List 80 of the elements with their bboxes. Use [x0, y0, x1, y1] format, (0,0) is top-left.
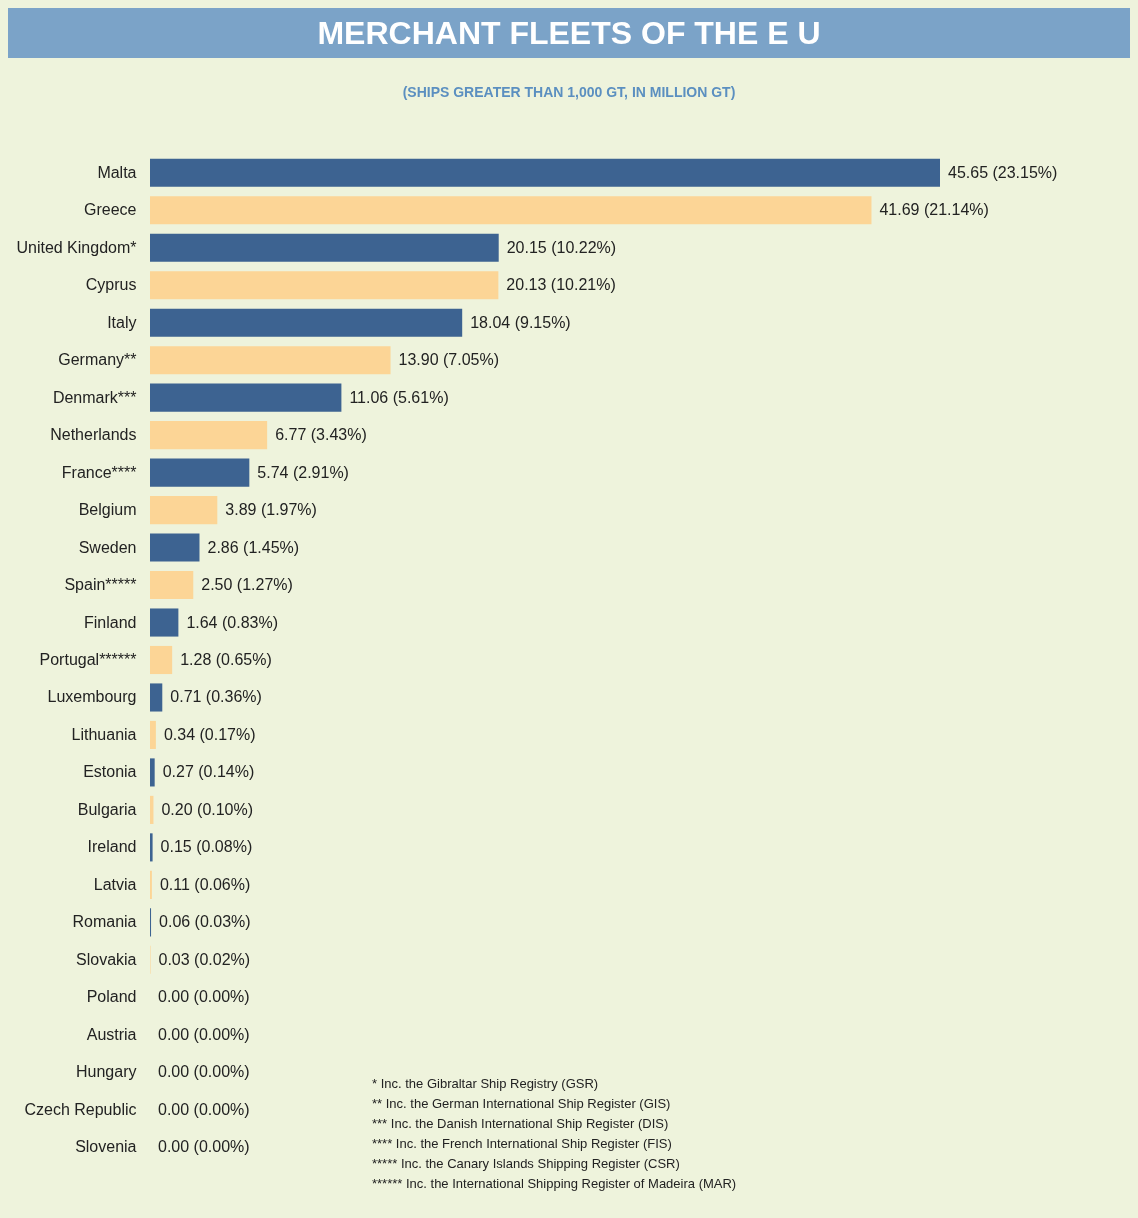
y-tick-label: Latvia — [93, 875, 137, 893]
bar — [150, 833, 153, 862]
data-label: 0.00 (0.00%) — [158, 988, 250, 1006]
y-tick-label: Slovenia — [75, 1138, 137, 1156]
data-label: 0.11 (0.06%) — [159, 875, 251, 893]
data-label: 2.86 (1.45%) — [207, 538, 300, 556]
y-tick-label: Czech Republic — [24, 1100, 137, 1118]
bar — [150, 720, 156, 750]
data-label: 18.04 (9.15%) — [470, 313, 571, 331]
y-tick-label: Denmark*** — [52, 388, 137, 406]
data-label: 3.89 (1.97%) — [225, 501, 317, 519]
y-tick-label: Austria — [86, 1025, 137, 1043]
y-tick-label: United Kingdom* — [16, 238, 137, 256]
bar — [150, 383, 342, 412]
data-label: 0.00 (0.00%) — [158, 1063, 250, 1081]
data-label: 13.90 (7.05%) — [398, 351, 500, 369]
y-tick-label: France**** — [61, 463, 137, 481]
y-tick-label: Hungary — [76, 1063, 137, 1081]
data-label: 0.27 (0.14%) — [162, 763, 255, 781]
data-label: 0.06 (0.03%) — [159, 913, 251, 931]
data-label: 0.71 (0.36%) — [170, 688, 262, 706]
chart-title: MERCHANT FLEETS OF THE E U — [8, 8, 1130, 58]
y-tick-label: Malta — [97, 163, 137, 181]
data-label: 0.34 (0.17%) — [163, 725, 256, 743]
data-label: 6.77 (3.43%) — [275, 426, 367, 444]
y-tick-label: Romania — [72, 913, 137, 931]
y-tick-label: Greece — [84, 201, 137, 219]
data-label: 11.06 (5.61%) — [349, 388, 449, 406]
y-tick-label: Cyprus — [85, 276, 137, 294]
text: ****** Inc. the International Shipping Register of Madeira (MAR) — [372, 1175, 737, 1193]
data-label: 0.03 (0.02%) — [158, 950, 251, 968]
y-tick-label: Luxembourg — [47, 688, 137, 706]
annotation: * Inc. the Gibraltar Ship Registry (GSR) — [372, 1075, 600, 1093]
data-label: 45.65 (23.15%) — [948, 163, 1058, 181]
data-label: 0.00 (0.00%) — [158, 1100, 250, 1118]
annotation: *** Inc. the Danish International Ship Register (DIS) — [372, 1115, 670, 1133]
y-tick-label: Spain***** — [64, 576, 137, 594]
y-tick-label: Slovakia — [76, 950, 137, 968]
y-tick-label: Portugal****** — [39, 651, 137, 668]
data-label: 2.50 (1.27%) — [201, 576, 293, 594]
bar — [150, 533, 200, 562]
bar — [150, 683, 163, 712]
data-label: 20.15 (10.22%) — [506, 238, 617, 256]
data-label: 1.64 (0.83%) — [186, 613, 278, 631]
bar — [150, 758, 155, 787]
bar — [150, 346, 391, 375]
y-tick-label: Belgium — [78, 501, 137, 519]
data-label: 20.13 (10.21%) — [506, 276, 616, 294]
y-tick-label: Bulgaria — [77, 800, 137, 818]
data-label: 0.00 (0.00%) — [158, 1025, 250, 1043]
annotation: **** Inc. the French International Ship Register (FIS) — [372, 1135, 673, 1153]
y-tick-label: Germany** — [58, 351, 137, 369]
data-label: 0.15 (0.08%) — [160, 838, 253, 856]
y-tick-label: Estonia — [83, 763, 137, 781]
bar — [150, 608, 179, 637]
bar — [150, 458, 250, 487]
y-tick-label: Italy — [107, 313, 137, 331]
bar — [150, 233, 499, 262]
bar — [150, 496, 218, 525]
data-label: 1.28 (0.65%) — [180, 651, 272, 668]
data-label: 0.20 (0.10%) — [161, 800, 254, 818]
bar — [150, 421, 268, 450]
bar — [150, 570, 194, 600]
y-tick-label: Ireland — [87, 838, 137, 856]
y-tick-label: Finland — [84, 613, 137, 631]
bar — [150, 196, 872, 225]
bar — [150, 158, 940, 187]
data-label: 5.74 (2.91%) — [257, 463, 349, 481]
y-tick-label: Poland — [86, 988, 137, 1006]
chart-subtitle: (SHIPS GREATER THAN 1,000 GT, IN MILLION GT) — [401, 84, 737, 100]
bar — [150, 645, 173, 675]
y-tick-label: Lithuania — [71, 725, 137, 743]
data-label: 41.69 (21.14%) — [879, 201, 989, 219]
annotation: ***** Inc. the Canary Islands Shipping Register (CSR) — [372, 1155, 681, 1173]
y-tick-label: Sweden — [78, 538, 137, 556]
bar — [150, 308, 463, 337]
data-label: 0.00 (0.00%) — [158, 1138, 250, 1156]
bar — [150, 271, 499, 300]
y-tick-label: Netherlands — [50, 426, 137, 444]
annotation: ** Inc. the German International Ship Register (GIS) — [372, 1095, 672, 1113]
